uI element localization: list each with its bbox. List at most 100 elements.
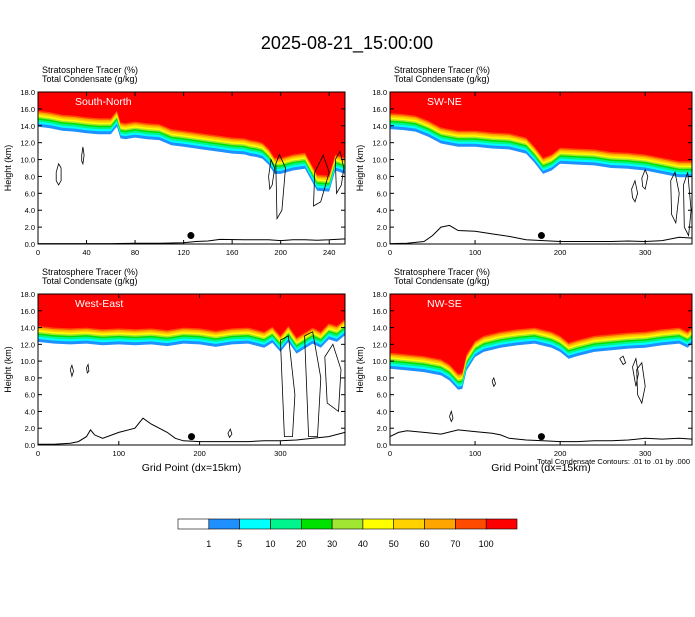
panel-header-line2: Total Condensate (g/kg) [394, 74, 490, 84]
panel-west-east: Stratosphere Tracer (%)Total Condensate … [3, 267, 346, 474]
panel-south-north: Stratosphere Tracer (%)Total Condensate … [3, 65, 346, 257]
colorbar-swatch-8 [424, 518, 456, 530]
y-tick-label: 14.0 [20, 122, 35, 131]
panel-frame [37, 293, 346, 446]
y-tick-label: 16.0 [372, 105, 387, 114]
condensate-contour-3 [227, 428, 233, 439]
condensate-contour-6 [324, 343, 342, 413]
y-tick-label: 8.0 [25, 172, 35, 181]
y-tick-label: 0.0 [25, 441, 35, 450]
colorbar-swatch-10 [485, 518, 518, 530]
y-tick-label: 18.0 [372, 290, 387, 299]
y-tick-label: 16.0 [372, 307, 387, 316]
location-marker [188, 433, 195, 441]
y-tick-label: 18.0 [20, 290, 35, 299]
tracer-stratosphere-fill [390, 294, 692, 374]
panel-frame [389, 293, 693, 446]
plot-area [38, 294, 345, 445]
x-axis-label: Grid Point (dx=15km) [142, 462, 242, 474]
tracer-stratosphere-fill [38, 92, 345, 176]
colorbar-swatch-7 [393, 518, 425, 530]
y-tick-label: 8.0 [25, 374, 35, 383]
panel-frame [37, 91, 346, 245]
y-tick-label: 16.0 [20, 307, 35, 316]
panel-header-line1: Stratosphere Tracer (%) [394, 267, 490, 277]
y-tick-label: 12.0 [20, 139, 35, 148]
x-tick-label: 0 [36, 248, 40, 257]
y-tick-label: 4.0 [25, 407, 35, 416]
condensate-contour-1 [631, 179, 639, 203]
x-tick-label: 200 [554, 248, 567, 257]
colorbar-swatch-3 [270, 518, 302, 530]
condensate-contour-4 [683, 172, 692, 238]
x-tick-label: 240 [323, 248, 336, 257]
panel-header-line2: Total Condensate (g/kg) [394, 276, 490, 286]
condensate-contour-1 [55, 162, 62, 186]
y-tick-label: 18.0 [372, 88, 387, 97]
colorbar-tick-label: 50 [389, 539, 399, 549]
x-tick-label: 100 [113, 449, 126, 458]
panel-header-line1: Stratosphere Tracer (%) [42, 65, 138, 75]
y-tick-label: 6.0 [377, 189, 387, 198]
y-tick-label: 4.0 [25, 206, 35, 215]
x-tick-label: 100 [469, 449, 482, 458]
x-tick-label: 40 [82, 248, 90, 257]
x-tick-label: 300 [639, 248, 652, 257]
panel-header-line2: Total Condensate (g/kg) [42, 276, 138, 286]
colorbar-tick-label: 10 [265, 539, 275, 549]
condensate-contour-3 [268, 158, 276, 191]
y-tick-label: 2.0 [25, 424, 35, 433]
colorbar-tick-label: 70 [450, 539, 460, 549]
x-tick-label: 120 [177, 248, 190, 257]
plot-area [390, 294, 692, 445]
y-tick-label: 2.0 [377, 424, 387, 433]
colorbar-tick-label: 40 [358, 539, 368, 549]
y-tick-label: 12.0 [20, 340, 35, 349]
x-tick-label: 0 [36, 449, 40, 458]
panel-label: SW-NE [427, 96, 462, 108]
figure-title: 2025-08-21_15:00:00 [261, 33, 433, 54]
colorbar-swatch-9 [455, 518, 487, 530]
y-tick-label: 14.0 [372, 324, 387, 333]
y-tick-label: 10.0 [20, 156, 35, 165]
condensate-contour-2 [491, 376, 496, 388]
panel-label: NW-SE [427, 298, 462, 310]
colorbar-tick-label: 1 [206, 539, 211, 549]
x-tick-label: 200 [554, 449, 567, 458]
x-tick-label: 300 [639, 449, 652, 458]
y-tick-label: 8.0 [377, 374, 387, 383]
panel-sw-ne: Stratosphere Tracer (%)Total Condensate … [355, 65, 693, 257]
x-tick-label: 200 [274, 248, 287, 257]
colorbar-swatch-1 [208, 518, 240, 530]
condensate-contour-2 [81, 146, 85, 166]
panel-header-line2: Total Condensate (g/kg) [42, 74, 138, 84]
colorbar-tick-label: 30 [327, 539, 337, 549]
terrain-line [390, 429, 692, 443]
y-tick-label: 4.0 [377, 407, 387, 416]
panel-label: South-North [75, 96, 132, 108]
y-axis-label: Height (km) [355, 346, 365, 393]
panel-frame [389, 91, 693, 245]
x-tick-label: 200 [193, 449, 206, 458]
x-tick-label: 0 [388, 449, 392, 458]
colorbar-tick-label: 100 [479, 539, 494, 549]
y-axis-label: Height (km) [3, 145, 13, 192]
condensate-contour-3 [619, 355, 627, 366]
tracer-stratosphere-fill [38, 294, 345, 338]
y-tick-label: 6.0 [25, 391, 35, 400]
colorbar-tick-label: 60 [419, 539, 429, 549]
terrain-line [38, 417, 345, 445]
x-tick-label: 0 [388, 248, 392, 257]
colorbar-swatch-0 [177, 518, 210, 530]
panel-header-line1: Stratosphere Tracer (%) [394, 65, 490, 75]
condensate-contour-2 [86, 363, 90, 374]
x-tick-label: 300 [274, 449, 287, 458]
panels-group: Stratosphere Tracer (%)Total Condensate … [3, 65, 693, 474]
y-tick-label: 0.0 [377, 441, 387, 450]
condensate-contour-4 [280, 335, 296, 437]
y-tick-label: 10.0 [372, 156, 387, 165]
condensate-contour-4 [275, 153, 286, 221]
contour-footnote: Total Condensate Contours: .01 to .01 by… [537, 457, 690, 466]
